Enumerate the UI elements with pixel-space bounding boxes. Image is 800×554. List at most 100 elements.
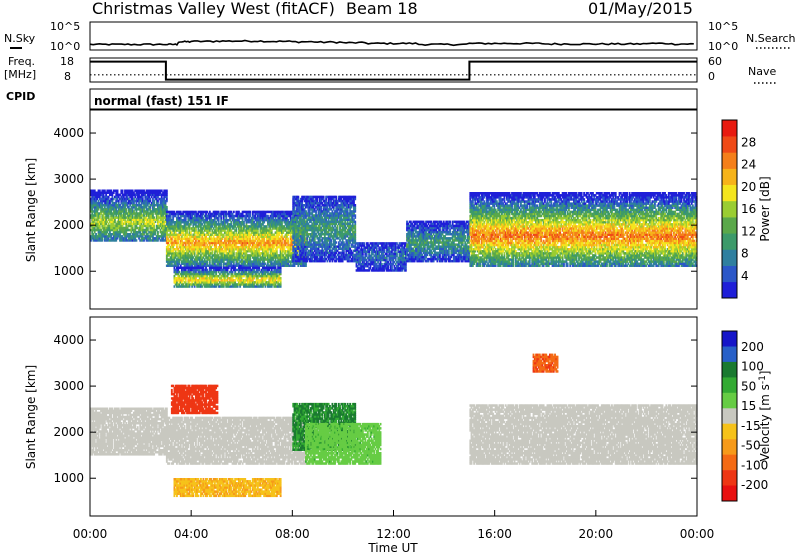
heatmap-cell [104,225,106,227]
heatmap-cell [105,219,107,221]
heatmap-cell [174,244,176,246]
heatmap-cell [200,283,202,285]
nave-tick-bottom: 0 [708,70,715,83]
heatmap-cell [161,196,163,198]
heatmap-cell [190,238,192,240]
heatmap-cell [177,240,179,242]
heatmap-cell [222,238,224,240]
heatmap-cell [237,260,239,262]
heatmap-cell [246,244,248,246]
heatmap-cell [170,229,172,231]
power-panel: 1000200030004000 Slant Range [km] 481216… [24,110,772,309]
heatmap-cell [203,267,205,269]
heatmap-cell [299,233,301,235]
heatmap-cell [210,269,212,271]
heatmap-cell [233,211,235,213]
heatmap-cell [235,244,237,246]
heatmap-cell [131,231,133,233]
heatmap-cell [157,219,159,221]
heatmap-cell [304,219,306,221]
heatmap-cell [179,260,181,262]
heatmap-cell [200,221,202,223]
heatmap-cell [136,202,138,204]
heatmap-cell [153,202,155,204]
heatmap-cell [263,238,265,240]
heatmap-cell [273,246,275,248]
heatmap-cell [228,267,230,269]
heatmap-cell [185,244,187,246]
heatmap-cell [281,252,283,254]
heatmap-cell [201,285,203,287]
heatmap-cell [224,229,226,231]
heatmap-cell [246,223,248,225]
heatmap-cell [304,256,306,258]
heatmap-cell [114,219,116,221]
heatmap-cell [149,208,151,210]
heatmap-cell [281,240,283,242]
heatmap-cell [230,221,232,223]
heatmap-cell [191,215,193,217]
heatmap-cell [275,283,277,285]
heatmap-cell [295,210,297,212]
heatmap-cell [176,246,178,248]
heatmap-cell [253,277,255,279]
heatmap-cell [152,212,154,214]
heatmap-cell [189,229,191,231]
heatmap-cell [133,210,135,212]
heatmap-cell [204,244,206,246]
heatmap-cell [281,234,283,236]
heatmap-cell [143,239,145,241]
heatmap-cell [91,231,93,233]
heatmap-cell [280,283,282,285]
heatmap-cell [217,277,219,279]
heatmap-cell [179,275,181,277]
heatmap-cell [267,215,269,217]
heatmap-cell [253,283,255,285]
heatmap-cell [148,202,150,204]
heatmap-cell [234,267,236,269]
heatmap-cell [220,231,222,233]
heatmap-cell [115,208,117,210]
heatmap-cell [103,194,105,196]
heatmap-cell [232,277,234,279]
heatmap-cell [194,252,196,254]
heatmap-cell [258,267,260,269]
nsky-series-line [90,41,694,46]
heatmap-cell [233,252,235,254]
heatmap-cell [125,210,127,212]
heatmap-cell [304,233,306,235]
heatmap-cell [261,244,263,246]
heatmap-cell [122,190,124,192]
heatmap-cell [249,256,251,258]
heatmap-cell [115,202,117,204]
heatmap-cell [248,246,250,248]
heatmap-cell [262,285,264,287]
heatmap-cell [227,275,229,277]
heatmap-cell [168,244,170,246]
heatmap-cell [118,196,120,198]
heatmap-cell [287,219,289,221]
heatmap-cell [209,231,211,233]
heatmap-cell [220,246,222,248]
heatmap-cell [113,198,115,200]
heatmap-cell [170,215,172,217]
heatmap-cell [271,269,273,271]
heatmap-cell [211,244,213,246]
heatmap-cell [117,190,119,192]
heatmap-cell [211,283,213,285]
heatmap-cell [136,225,138,227]
heatmap-cell [206,260,208,262]
heatmap-cell [209,260,211,262]
heatmap-cell [210,246,212,248]
heatmap-cell [187,252,189,254]
heatmap-cell [257,231,259,233]
heatmap-cell [165,202,167,204]
heatmap-cell [246,252,248,254]
heatmap-cell [282,238,284,240]
heatmap-cell [220,267,222,269]
heatmap-cell [191,285,193,287]
heatmap-cell [206,275,208,277]
heatmap-cell [149,198,151,200]
heatmap-cell [266,225,268,227]
heatmap-cell [209,229,211,231]
